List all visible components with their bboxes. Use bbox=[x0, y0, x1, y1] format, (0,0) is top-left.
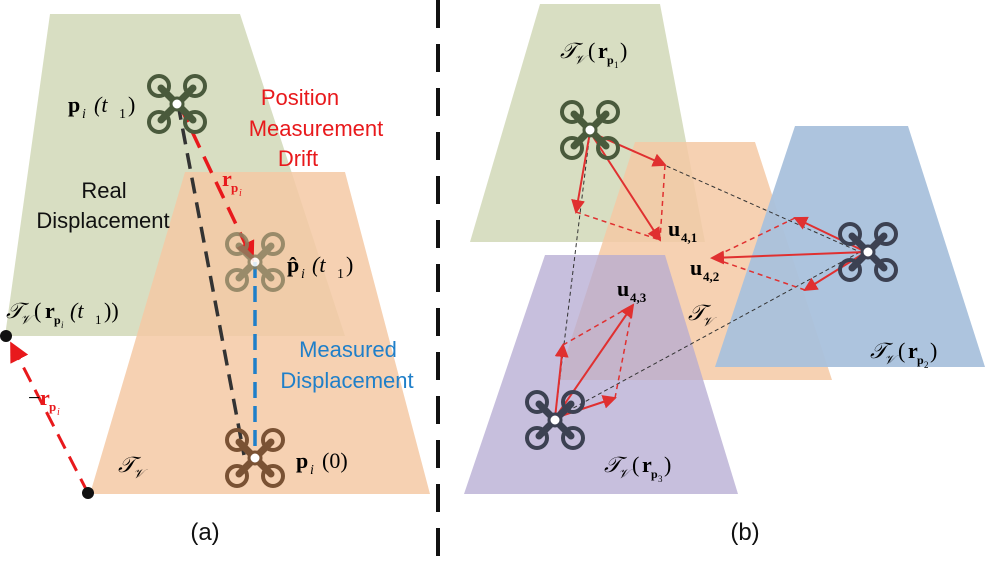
measured-label-2: Displacement bbox=[280, 368, 413, 393]
svg-text:i: i bbox=[57, 407, 60, 418]
svg-text:p: p bbox=[651, 467, 658, 481]
svg-text:(t: (t bbox=[312, 252, 326, 277]
vector-arrow bbox=[571, 131, 591, 214]
svg-text:r: r bbox=[222, 166, 232, 191]
panel-a: Position Measurement Drift Real Displace… bbox=[0, 14, 430, 546]
svg-text:1: 1 bbox=[614, 60, 619, 70]
vector-arrow bbox=[554, 303, 635, 419]
svg-text:r: r bbox=[642, 452, 652, 477]
label-u42: u 4,2 bbox=[690, 255, 719, 284]
neg-r-arrow bbox=[10, 341, 90, 494]
svg-text:(: ( bbox=[632, 452, 639, 477]
svg-text:i: i bbox=[301, 267, 305, 282]
svg-text:4,1: 4,1 bbox=[681, 230, 697, 245]
measured-label-1: Measured bbox=[299, 337, 397, 362]
vector-dashed bbox=[575, 211, 661, 241]
svg-text:p: p bbox=[607, 53, 614, 67]
svg-text:2: 2 bbox=[924, 360, 929, 370]
origin-dot-bottom bbox=[82, 487, 94, 499]
svg-text:i: i bbox=[82, 107, 86, 122]
vector-arrow bbox=[554, 343, 569, 419]
vector-arrow bbox=[589, 131, 662, 242]
vector-arrow bbox=[803, 251, 867, 292]
vector-dashed bbox=[562, 304, 634, 346]
label-neg-r-p: − r p i bbox=[28, 385, 60, 418]
svg-text:4,3: 4,3 bbox=[630, 290, 647, 305]
svg-text:4,2: 4,2 bbox=[703, 269, 719, 284]
svg-text:(: ( bbox=[34, 298, 41, 323]
svg-text:(t: (t bbox=[94, 92, 108, 117]
caption-b: (b) bbox=[730, 519, 759, 546]
label-u41: u 4,1 bbox=[668, 216, 697, 245]
svg-text:(: ( bbox=[898, 338, 905, 363]
svg-text:p: p bbox=[296, 448, 308, 473]
real-displacement-label-2: Displacement bbox=[36, 208, 169, 233]
svg-text:p: p bbox=[49, 399, 56, 414]
svg-text:1: 1 bbox=[337, 267, 344, 282]
svg-text:1: 1 bbox=[95, 312, 102, 327]
svg-text:p: p bbox=[917, 353, 924, 367]
label-p-0: p i (0) bbox=[296, 448, 348, 478]
svg-text:i: i bbox=[61, 320, 64, 330]
svg-text:p: p bbox=[68, 92, 80, 117]
vector-dashed bbox=[614, 304, 634, 399]
vector-arrow bbox=[793, 216, 867, 253]
label-phat-t1: p̂ i (t 1 ) bbox=[287, 252, 353, 282]
svg-text:r: r bbox=[598, 38, 608, 63]
label-p-t1: p i (t 1 ) bbox=[68, 92, 135, 122]
svg-text:u: u bbox=[617, 276, 629, 301]
svg-text:−: − bbox=[28, 385, 40, 410]
real-displacement-label-1: Real bbox=[81, 178, 126, 203]
svg-text:)): )) bbox=[104, 298, 119, 323]
label-r-p: r p i bbox=[222, 166, 242, 199]
label-u43: u 4,3 bbox=[617, 276, 647, 305]
svg-text:i: i bbox=[310, 463, 314, 478]
vector-arrow bbox=[710, 250, 867, 265]
svg-text:r: r bbox=[908, 338, 918, 363]
vector-dashed bbox=[711, 257, 806, 291]
vector-dashed bbox=[659, 164, 666, 241]
svg-text:(0): (0) bbox=[322, 448, 348, 473]
orange-region-a bbox=[90, 172, 430, 494]
blue-region-b bbox=[715, 126, 985, 367]
panel-b: 𝒯 𝒱 ( r p 1 ) 𝒯 𝒱 ( r p 2 ) 𝒯 𝒱 ( r p 3 … bbox=[464, 4, 985, 546]
svg-text:p: p bbox=[54, 313, 61, 327]
svg-text:r: r bbox=[45, 298, 55, 323]
drift-label-1: Position bbox=[261, 85, 339, 110]
svg-text:): ) bbox=[930, 338, 937, 363]
origin-dot-left bbox=[0, 330, 12, 342]
svg-text:): ) bbox=[346, 252, 353, 277]
svg-text:i: i bbox=[239, 188, 242, 199]
svg-text:r: r bbox=[40, 385, 50, 410]
drift-label-2: Measurement bbox=[249, 116, 384, 141]
svg-text:u: u bbox=[668, 216, 680, 241]
svg-text:3: 3 bbox=[658, 474, 663, 484]
svg-text:(: ( bbox=[588, 38, 595, 63]
vector-dashed bbox=[711, 217, 796, 259]
svg-text:p: p bbox=[231, 180, 238, 195]
svg-text:1: 1 bbox=[119, 107, 126, 122]
caption-a: (a) bbox=[190, 519, 219, 546]
svg-text:): ) bbox=[664, 452, 671, 477]
svg-text:): ) bbox=[620, 38, 627, 63]
svg-text:u: u bbox=[690, 255, 702, 280]
svg-text:): ) bbox=[128, 92, 135, 117]
purple-region-b bbox=[464, 255, 738, 494]
real-displacement-line bbox=[176, 103, 246, 456]
svg-text:(t: (t bbox=[70, 298, 84, 323]
drift-label-3: Drift bbox=[278, 146, 318, 171]
svg-text:p̂: p̂ bbox=[287, 252, 299, 277]
